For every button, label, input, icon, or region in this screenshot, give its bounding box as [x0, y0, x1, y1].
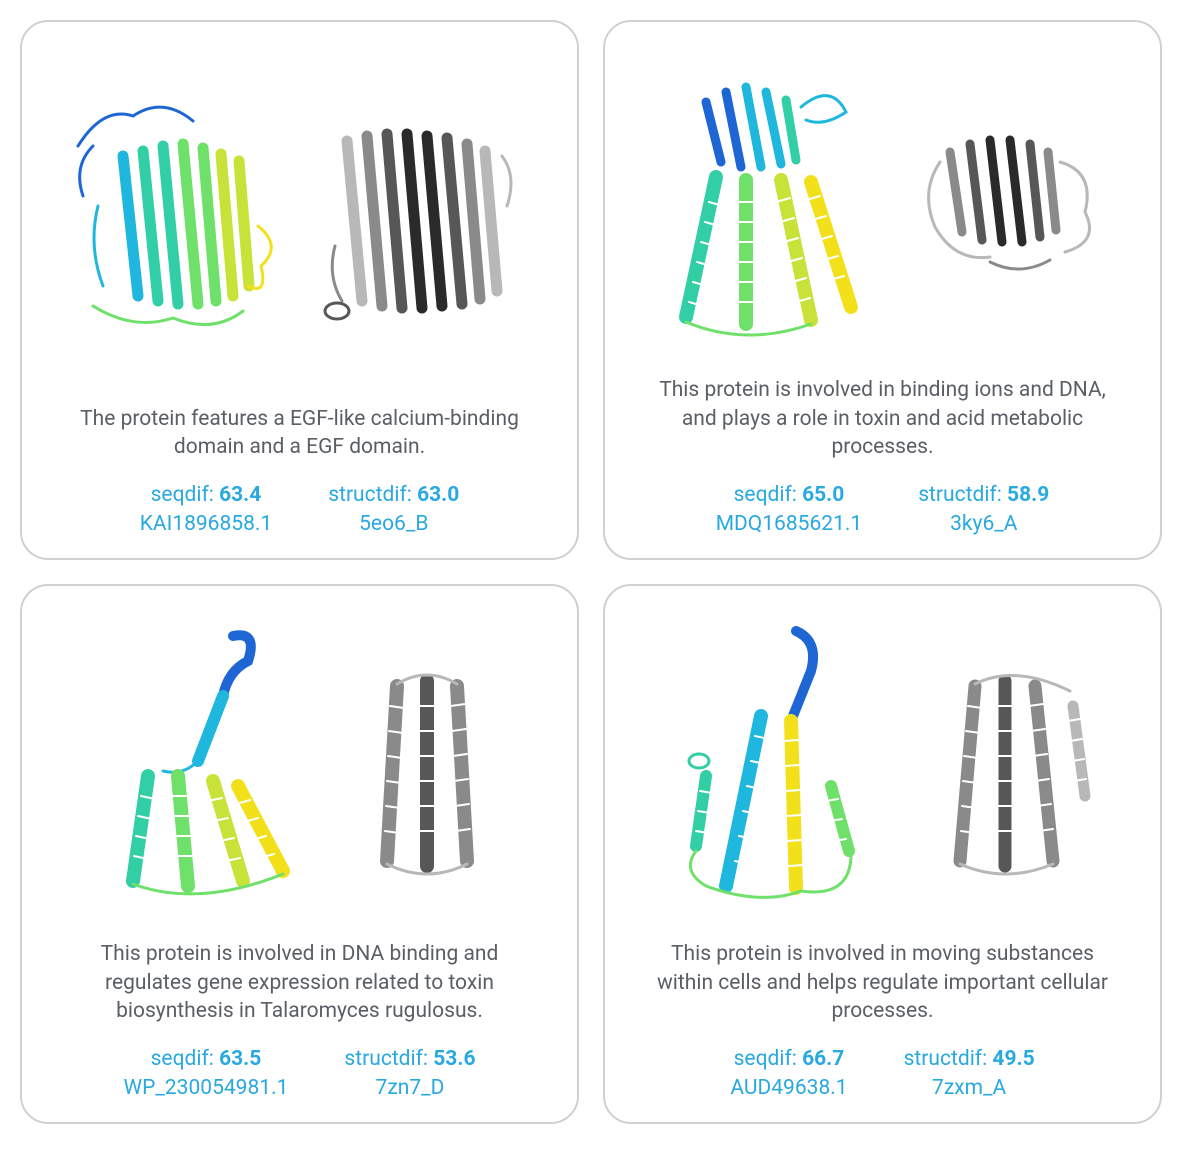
metrics-row: seqdif: 63.4 KAI1896858.1 structdif: 63.…	[50, 481, 549, 538]
structdif-label: structdif:	[918, 483, 1002, 507]
seqdif-id: AUD49638.1	[730, 1074, 847, 1102]
structdif-value: 63.0	[417, 483, 459, 507]
structure-visuals	[50, 46, 549, 387]
seqdif-label: seqdif:	[734, 483, 797, 507]
metrics-row: seqdif: 65.0 MDQ1685621.1 structdif: 58.…	[633, 481, 1132, 538]
structdif-metric: structdif: 63.0 5eo6_B	[328, 481, 459, 538]
structdif-label: structdif:	[328, 483, 412, 507]
protein-description: The protein features a EGF-like calcium-…	[60, 405, 540, 462]
gray-structure-icon	[342, 636, 512, 896]
seqdif-id: KAI1896858.1	[140, 510, 273, 538]
seqdif-value: 65.0	[802, 483, 844, 507]
metric-label: seqdif: 66.7	[730, 1045, 847, 1073]
structdif-label: structdif:	[904, 1047, 988, 1071]
metric-label: seqdif: 63.5	[124, 1045, 289, 1073]
structdif-metric: structdif: 49.5 7zxm_A	[904, 1045, 1035, 1102]
seqdif-metric: seqdif: 63.5 WP_230054981.1	[124, 1045, 289, 1102]
structdif-id: 3ky6_A	[918, 510, 1049, 538]
seqdif-value: 63.4	[219, 483, 261, 507]
card-grid: The protein features a EGF-like calcium-…	[20, 20, 1162, 1124]
structdif-label: structdif:	[344, 1047, 428, 1071]
metric-label: seqdif: 63.4	[140, 481, 273, 509]
seqdif-label: seqdif:	[151, 483, 214, 507]
metric-label: structdif: 53.6	[344, 1045, 475, 1073]
protein-card: This protein is involved in moving subst…	[603, 584, 1162, 1124]
metrics-row: seqdif: 66.7 AUD49638.1 structdif: 49.5 …	[633, 1045, 1132, 1102]
colored-structure-icon	[88, 616, 338, 916]
structdif-id: 7zn7_D	[344, 1074, 475, 1102]
seqdif-id: MDQ1685621.1	[716, 510, 863, 538]
metric-label: structdif: 58.9	[918, 481, 1049, 509]
colored-structure-icon	[646, 52, 896, 352]
structdif-metric: structdif: 58.9 3ky6_A	[918, 481, 1049, 538]
structdif-id: 7zxm_A	[904, 1074, 1035, 1102]
structdif-value: 49.5	[992, 1047, 1034, 1071]
seqdif-metric: seqdif: 66.7 AUD49638.1	[730, 1045, 847, 1102]
colored-structure-icon	[651, 616, 901, 916]
colored-structure-icon	[63, 86, 303, 346]
protein-card: This protein is involved in binding ions…	[603, 20, 1162, 560]
structure-visuals	[633, 610, 1132, 922]
seqdif-value: 63.5	[219, 1047, 261, 1071]
structure-visuals	[50, 610, 549, 922]
seqdif-metric: seqdif: 63.4 KAI1896858.1	[140, 481, 273, 538]
protein-description: This protein is involved in binding ions…	[643, 376, 1123, 461]
protein-description: This protein is involved in DNA binding …	[60, 940, 540, 1025]
seqdif-label: seqdif:	[151, 1047, 214, 1071]
seqdif-value: 66.7	[802, 1047, 844, 1071]
metric-label: structdif: 63.0	[328, 481, 459, 509]
gray-structure-icon	[307, 86, 537, 346]
metrics-row: seqdif: 63.5 WP_230054981.1 structdif: 5…	[50, 1045, 549, 1102]
protein-description: This protein is involved in moving subst…	[643, 940, 1123, 1025]
structdif-value: 53.6	[433, 1047, 475, 1071]
structdif-value: 58.9	[1007, 483, 1049, 507]
seqdif-metric: seqdif: 65.0 MDQ1685621.1	[716, 481, 863, 538]
structdif-id: 5eo6_B	[328, 510, 459, 538]
metric-label: seqdif: 65.0	[716, 481, 863, 509]
protein-card: This protein is involved in DNA binding …	[20, 584, 579, 1124]
gray-structure-icon	[905, 636, 1115, 896]
gray-structure-icon	[900, 102, 1120, 302]
protein-card: The protein features a EGF-like calcium-…	[20, 20, 579, 560]
seqdif-label: seqdif:	[734, 1047, 797, 1071]
seqdif-id: WP_230054981.1	[124, 1074, 289, 1102]
structure-visuals	[633, 46, 1132, 358]
metric-label: structdif: 49.5	[904, 1045, 1035, 1073]
structdif-metric: structdif: 53.6 7zn7_D	[344, 1045, 475, 1102]
